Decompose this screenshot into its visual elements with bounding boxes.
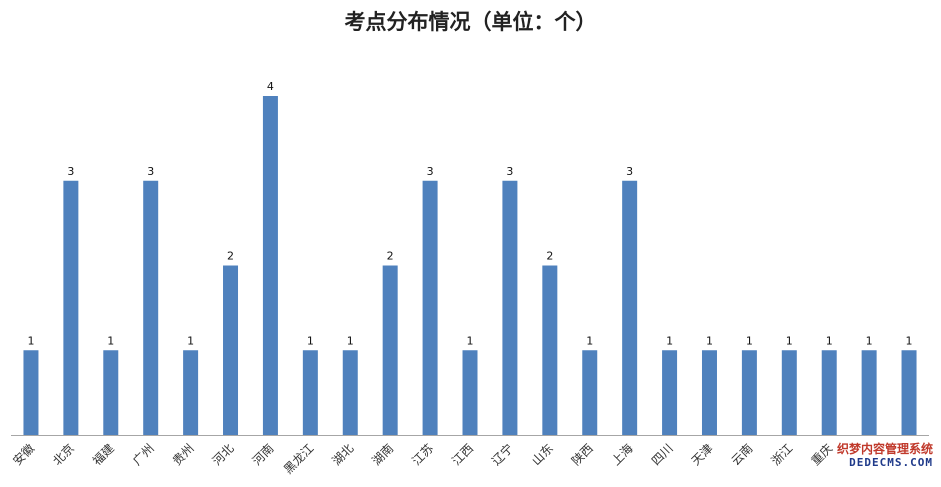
chart-title: 考点分布情况（单位：个） bbox=[344, 10, 597, 34]
category-label: 广州 bbox=[130, 441, 157, 468]
bar-value-label: 1 bbox=[706, 334, 713, 347]
category-label: 四川 bbox=[649, 441, 676, 468]
bar-天津 bbox=[701, 350, 717, 435]
bars-layer bbox=[23, 96, 917, 435]
bar-21 bbox=[861, 350, 877, 435]
bar-value-label: 3 bbox=[427, 165, 434, 178]
bar-value-label: 1 bbox=[27, 334, 34, 347]
watermark-logo: 织梦内容管理系统 DEDECMS.COM bbox=[836, 442, 933, 470]
bar-value-label: 1 bbox=[746, 334, 753, 347]
bar-江西 bbox=[462, 350, 478, 435]
category-label: 天津 bbox=[689, 441, 716, 468]
category-label: 安徽 bbox=[9, 441, 37, 469]
bar-黑龙江 bbox=[302, 350, 318, 435]
category-label: 重庆 bbox=[808, 441, 835, 468]
bar-value-label: 1 bbox=[187, 334, 194, 347]
bar-value-label: 1 bbox=[307, 334, 314, 347]
bar-value-label: 1 bbox=[586, 334, 593, 347]
category-label: 福建 bbox=[89, 441, 117, 469]
bar-贵州 bbox=[183, 350, 199, 435]
category-label: 辽宁 bbox=[488, 441, 516, 469]
category-label: 山东 bbox=[529, 441, 556, 468]
bar-浙江 bbox=[781, 350, 797, 435]
bar-福建 bbox=[103, 350, 119, 435]
bar-value-label: 1 bbox=[906, 334, 913, 347]
bar-陕西 bbox=[582, 350, 598, 435]
bar-辽宁 bbox=[502, 180, 518, 435]
bar-山东 bbox=[542, 265, 558, 435]
bar-江苏 bbox=[422, 180, 438, 435]
watermark-domain: DEDECMS.COM bbox=[849, 456, 933, 469]
bar-value-label: 3 bbox=[506, 165, 513, 178]
watermark-text: 织梦内容管理系统 bbox=[836, 442, 933, 456]
bar-value-label: 3 bbox=[626, 165, 633, 178]
bar-重庆 bbox=[821, 350, 837, 435]
bar-value-label: 1 bbox=[347, 334, 354, 347]
category-label: 浙江 bbox=[769, 441, 796, 468]
bar-安徽 bbox=[23, 350, 39, 435]
bar-上海 bbox=[622, 180, 638, 435]
bar-河南 bbox=[262, 96, 278, 435]
bar-value-label: 2 bbox=[227, 250, 234, 263]
bar-北京 bbox=[63, 180, 79, 435]
bar-value-label: 1 bbox=[786, 334, 793, 347]
bar-22 bbox=[901, 350, 917, 435]
bar-value-label: 3 bbox=[147, 165, 154, 178]
bar-value-label: 1 bbox=[467, 334, 474, 347]
value-labels-layer: 1 3 1 3 1 2 4 1 1 2 3 1 3 2 1 3 1 1 1 1 1 1 1 bbox=[27, 80, 912, 347]
category-label: 江苏 bbox=[409, 441, 436, 468]
bar-河北 bbox=[223, 265, 239, 435]
bar-value-label: 4 bbox=[267, 80, 274, 93]
category-label: 湖北 bbox=[329, 441, 357, 469]
category-label: 北京 bbox=[50, 441, 77, 468]
bar-广州 bbox=[143, 180, 159, 435]
category-label: 黑龙江 bbox=[281, 441, 316, 476]
bar-湖南 bbox=[382, 265, 398, 435]
category-label: 江西 bbox=[449, 441, 476, 468]
bar-value-label: 2 bbox=[546, 250, 553, 263]
category-label: 云南 bbox=[728, 441, 756, 469]
category-labels-layer: 安徽 北京 福建 广州 贵州 河北 河南 黑龙江 湖北 湖南 江苏 江西 辽宁 山东 陕西 上海 四川 天津 云南浙… bbox=[9, 441, 835, 477]
bar-value-label: 1 bbox=[107, 334, 114, 347]
bar-四川 bbox=[662, 350, 678, 435]
bar-value-label: 1 bbox=[666, 334, 673, 347]
category-label: 上海 bbox=[608, 441, 636, 469]
bar-value-label: 1 bbox=[826, 334, 833, 347]
bar-云南 bbox=[741, 350, 757, 435]
category-label: 河南 bbox=[249, 441, 277, 469]
bar-value-label: 2 bbox=[387, 250, 394, 263]
category-label: 陕西 bbox=[568, 441, 596, 469]
bar-value-label: 1 bbox=[866, 334, 873, 347]
category-label: 湖南 bbox=[369, 441, 397, 469]
bar-value-label: 3 bbox=[67, 165, 74, 178]
bar-湖北 bbox=[342, 350, 358, 435]
category-label: 贵州 bbox=[170, 441, 197, 468]
category-label: 河北 bbox=[210, 441, 237, 468]
